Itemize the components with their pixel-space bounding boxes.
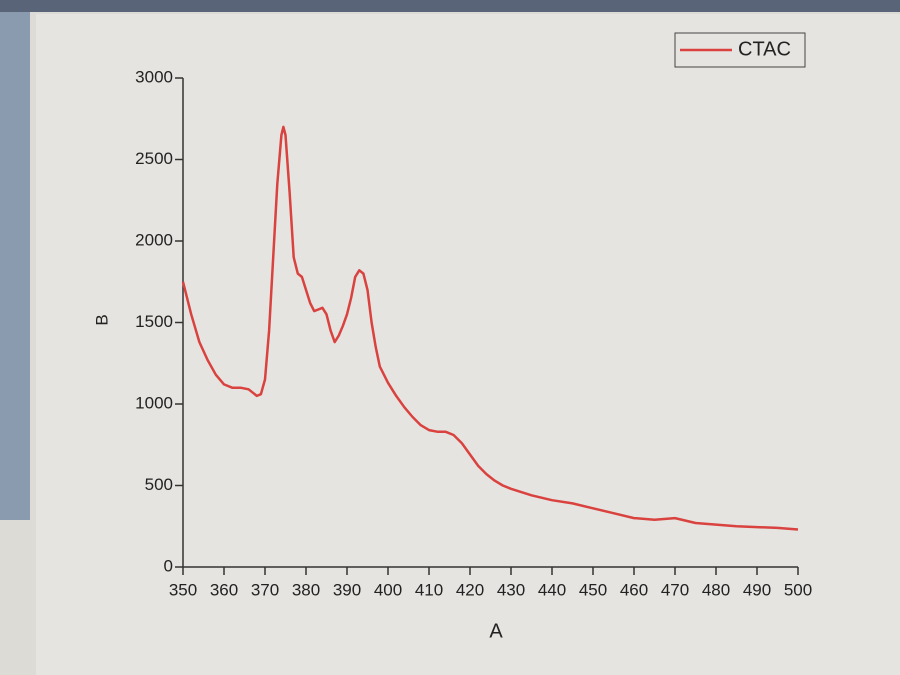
y-tick-label: 2000 bbox=[135, 230, 173, 249]
data-line bbox=[181, 125, 799, 531]
y-tick-label: 1500 bbox=[135, 312, 173, 331]
x-tick-label: 400 bbox=[374, 580, 402, 599]
x-tick-label: 480 bbox=[702, 580, 730, 599]
x-tick-label: 460 bbox=[620, 580, 648, 599]
x-tick-label: 360 bbox=[210, 580, 238, 599]
x-tick-label: 490 bbox=[743, 580, 771, 599]
x-tick-label: 470 bbox=[661, 580, 689, 599]
y-axis-label: B bbox=[92, 314, 111, 325]
x-tick-label: 390 bbox=[333, 580, 361, 599]
y-tick-label: 2500 bbox=[135, 149, 173, 168]
x-tick-label: 370 bbox=[251, 580, 279, 599]
toolbar bbox=[0, 0, 30, 520]
x-tick-label: 440 bbox=[538, 580, 566, 599]
y-tick-label: 0 bbox=[164, 556, 173, 575]
y-tick-label: 1000 bbox=[135, 393, 173, 412]
x-tick-label: 500 bbox=[784, 580, 812, 599]
x-tick-label: 450 bbox=[579, 580, 607, 599]
y-tick-label: 3000 bbox=[135, 67, 173, 86]
x-tick-label: 380 bbox=[292, 580, 320, 599]
y-tick-label: 500 bbox=[145, 475, 173, 494]
x-tick-label: 420 bbox=[456, 580, 484, 599]
legend-label: CTAC bbox=[738, 38, 791, 60]
x-tick-label: 410 bbox=[415, 580, 443, 599]
x-axis-label: A bbox=[489, 620, 503, 642]
top-bar bbox=[0, 0, 900, 12]
page bbox=[36, 14, 900, 675]
legend-box bbox=[674, 32, 806, 68]
x-tick-label: 350 bbox=[169, 580, 197, 599]
legend bbox=[674, 32, 806, 68]
x-tick-label: 430 bbox=[497, 580, 525, 599]
